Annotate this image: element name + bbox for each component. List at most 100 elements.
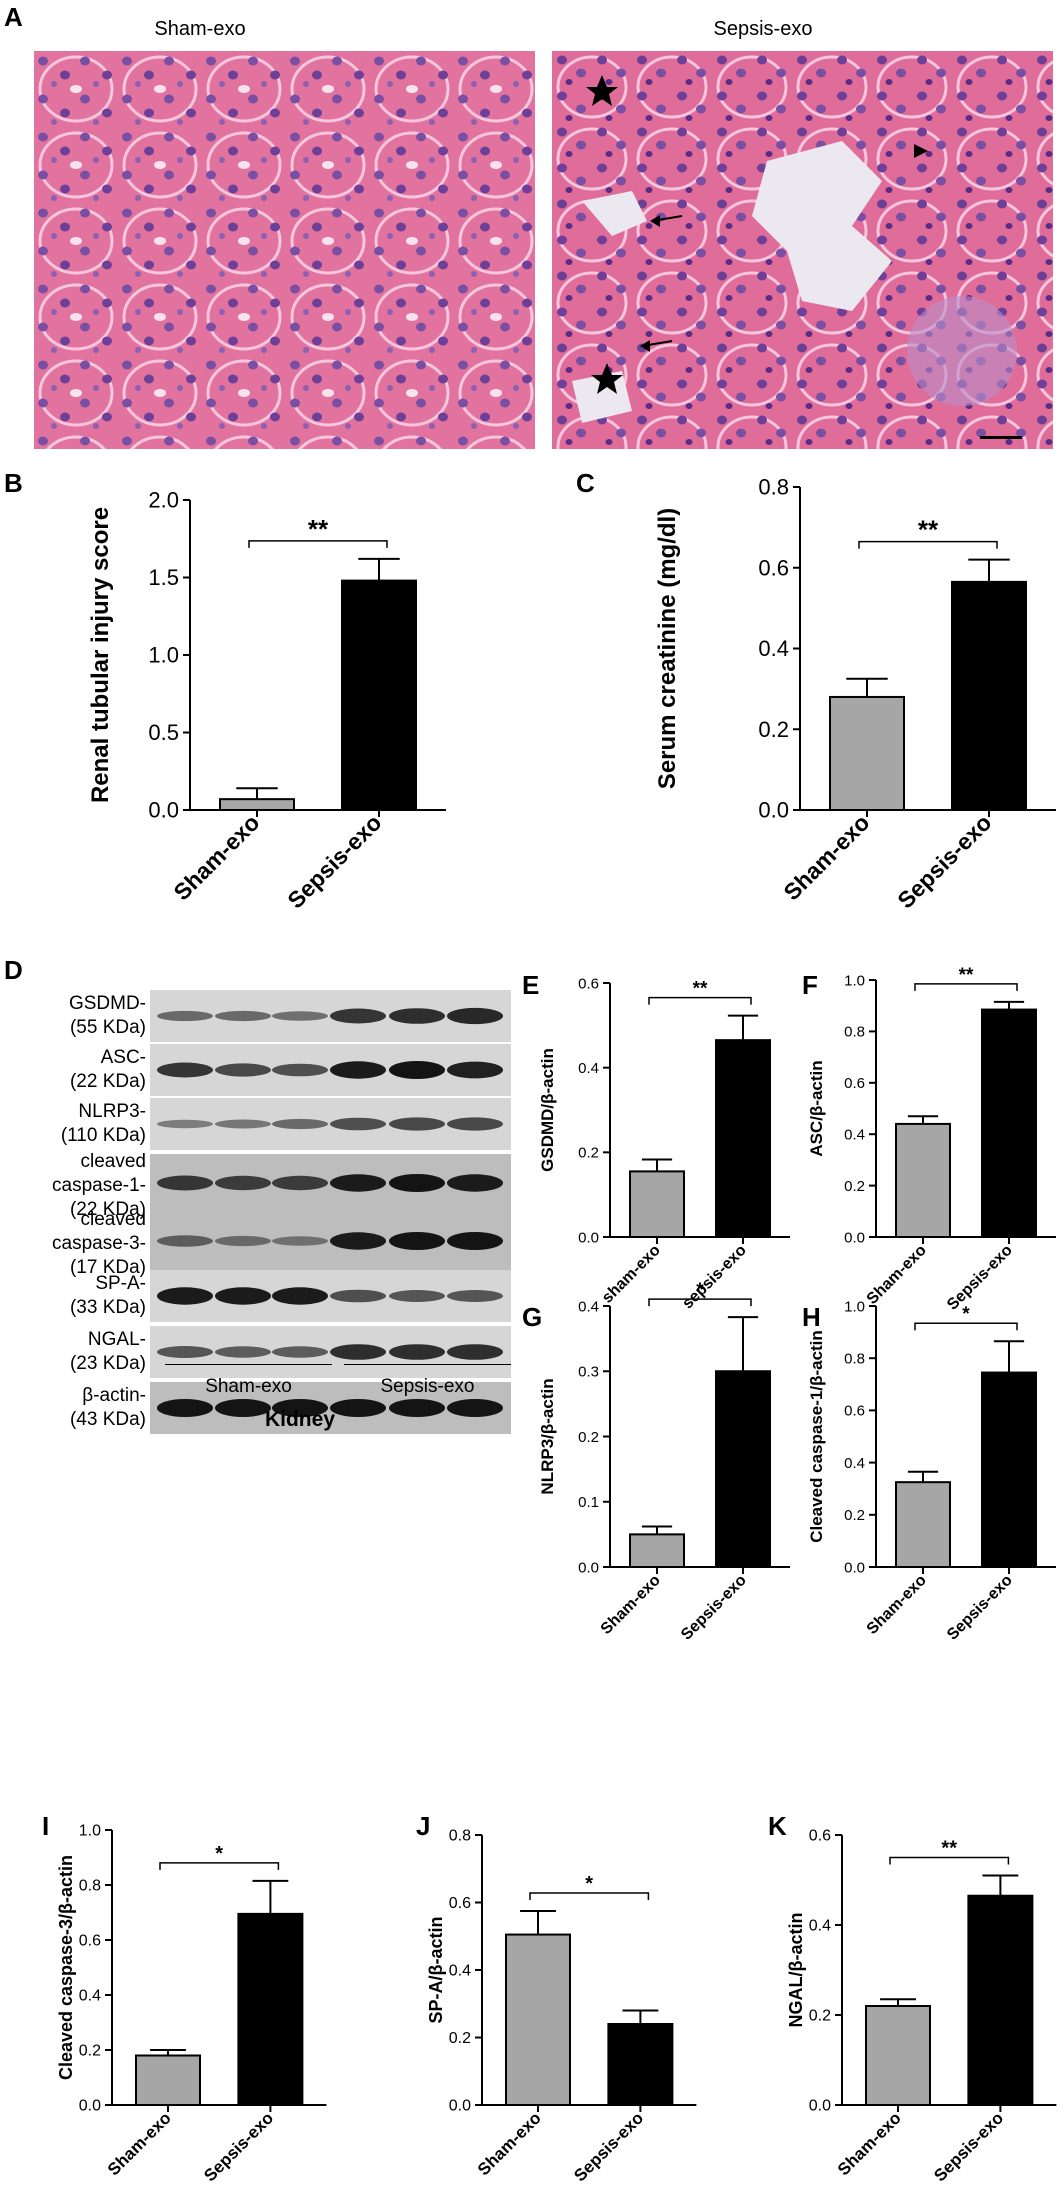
significance-bracket [858,540,998,549]
blot-group-line-right [344,1364,511,1365]
y-tick-label: 0.4 [844,1126,865,1143]
blot-strip-ngal [150,1326,511,1378]
blot-band [447,1061,503,1079]
bar-sham-exo [895,1122,951,1238]
chart-c-serum-creatinine: C 0.0 0.2 0.4 0.6 0.8 Serum creatinine (mg/dl)… [576,468,1056,913]
blot-band [215,1119,271,1129]
chart-b-tubular-injury: B 0.0 0.5 1.0 1.5 2.0 Renal tubular injury sco… [4,468,446,913]
blot-band [272,1118,328,1130]
y-tick-label: 0.4 [809,1918,831,1935]
y-tick-label: 0.3 [578,1364,599,1381]
category-label: Sham-exo [864,1572,930,1638]
bar-sepsis-exo [715,1370,771,1568]
blot-group-line-left [165,1364,332,1365]
y-axis-label: Cleaved caspase-1/β-actin [807,1330,826,1543]
blot-band [389,1399,445,1417]
blot-strip-nlrp3 [150,1098,511,1150]
category-label: Sepsis-exo [200,2108,277,2185]
y-axis-label: Renal tubular injury score [87,507,114,803]
y-axis-label: NGAL/β-actin [786,1913,806,2028]
y-tick-label: 0.8 [758,475,789,500]
blot-band [157,1062,213,1078]
blot-band [330,1008,386,1024]
blot-band [215,1346,271,1358]
significance-marker: * [585,1873,593,1895]
y-tick-label: 0.4 [449,1963,471,1980]
y-axis-label: NLRP3/β-actin [538,1378,557,1494]
panel-letter-a: A [4,2,23,32]
blot-band [330,1061,386,1079]
blot-band [272,1011,328,1021]
category-label: Sepsis-exo [892,809,996,913]
panel-letter-d: D [4,955,23,985]
y-tick-label: 0.2 [844,1507,865,1524]
blot-strip-sp-a [150,1270,511,1322]
significance-marker: ** [693,979,708,1000]
blot-band [157,1346,213,1358]
category-label: Sham-exo [778,809,874,905]
y-tick-label: 0.0 [578,1559,599,1576]
bar-sham-exo [865,2005,931,2106]
blot-band [157,1010,213,1022]
significance-bracket [648,996,752,1005]
category-label: Sepsis-exo [570,2108,647,2185]
blot-band [272,1346,328,1358]
blot-label-cleaved-caspase-1: cleaved caspase-1- (22 KDa) [52,1151,146,1220]
y-tick-label: 0.2 [758,717,789,742]
bar-sepsis-exo [341,579,417,811]
blot-band [389,1232,445,1250]
blot-tissue-label: Kidney [264,1408,335,1431]
chart-h-cleaved-caspase-1: H 0.0 0.2 0.4 0.6 0.8 1.0 Cleaved caspase-1/β-a… [802,1298,1056,1644]
blot-band [330,1289,386,1303]
y-tick-label: 0.8 [449,1828,471,1845]
blot-label-ngal: NGAL- (23 KDa) [69,1329,146,1374]
y-tick-label: 0.5 [148,720,179,745]
blot-band [157,1287,213,1305]
y-tick-label: 0.2 [79,2043,101,2060]
blot-band [272,1236,328,1246]
bar-sepsis-exo [981,1008,1037,1239]
blot-strip-cleaved-caspase-3 [150,1212,511,1270]
blot-label-cleaved-caspase-3: cleaved caspase-3- (17 KDa) [52,1209,146,1278]
bar-sham-exo [135,2054,201,2106]
blot-band [447,1290,503,1302]
blot-band [272,1175,328,1191]
y-axis-label: GSDMD/β-actin [538,1048,557,1172]
blot-band [330,1232,386,1250]
blot-label-asc: ASC- (22 KDa) [69,1047,146,1092]
blot-label-gsdmd: GSDMD- (55 KDa) [68,993,146,1038]
blot-band [389,1344,445,1360]
panel-letter-c: C [576,468,595,498]
y-tick-label: 0.6 [809,1828,831,1845]
blot-band [389,1174,445,1192]
y-tick-label: 0.1 [578,1494,599,1511]
bar-sham-exo [629,1533,685,1568]
panel-letter-b: B [4,468,23,498]
category-label: Sham-exo [834,2108,905,2179]
histology-sham-image [34,51,535,449]
bar-sepsis-exo [607,2023,674,2106]
significance-marker: * [215,1843,223,1865]
y-tick-label: 0.4 [79,1988,101,2005]
y-tick-label: 0.8 [79,1878,101,1895]
y-tick-label: 0.0 [578,1229,599,1246]
significance-bracket [889,1856,1010,1865]
category-label: Sepsis-exo [944,1572,1016,1644]
blot-band [447,1117,503,1131]
bar-sham-exo [629,1170,685,1238]
blot-band [447,1007,503,1025]
blot-band [447,1344,503,1360]
y-tick-label: 0.6 [449,1895,471,1912]
significance-marker: * [696,1280,704,1301]
blot-band [157,1399,213,1417]
y-tick-label: 0.4 [578,1060,599,1077]
blot-label-nlrp3: NLRP3- (110 KDa) [60,1101,146,1146]
y-tick-label: 0.2 [809,2008,831,2025]
blot-band [330,1117,386,1131]
y-tick-label: 0.0 [79,2098,101,2115]
bar-sham-exo [829,695,905,811]
y-tick-label: 0.4 [758,636,789,661]
blot-group-label-right: Sepsis-exo [380,1376,475,1397]
